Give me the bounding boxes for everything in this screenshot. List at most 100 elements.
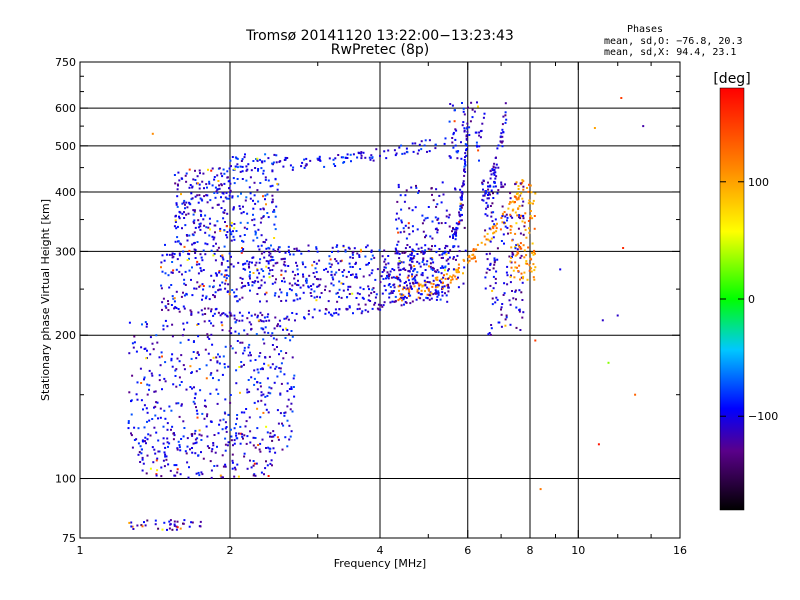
data-point bbox=[361, 310, 364, 313]
data-point bbox=[224, 282, 227, 285]
data-point bbox=[354, 276, 357, 279]
data-point bbox=[340, 282, 343, 285]
data-point bbox=[532, 263, 535, 266]
data-point bbox=[286, 315, 289, 318]
data-point bbox=[509, 192, 512, 195]
data-point bbox=[386, 271, 389, 274]
data-point bbox=[253, 377, 256, 380]
data-point bbox=[207, 168, 209, 171]
data-point bbox=[461, 192, 464, 195]
data-point bbox=[425, 234, 428, 237]
data-point bbox=[233, 427, 236, 430]
data-point bbox=[216, 361, 219, 364]
data-point bbox=[307, 244, 310, 247]
data-point bbox=[262, 208, 265, 211]
data-point bbox=[196, 437, 199, 440]
data-point bbox=[249, 197, 252, 200]
data-point bbox=[489, 263, 492, 266]
data-point bbox=[290, 430, 293, 433]
data-point bbox=[359, 286, 362, 289]
data-point bbox=[527, 190, 530, 193]
data-point bbox=[265, 460, 267, 463]
data-point bbox=[207, 307, 210, 310]
data-point bbox=[257, 371, 260, 374]
data-point bbox=[315, 246, 318, 249]
data-point bbox=[210, 421, 213, 423]
data-point bbox=[408, 263, 411, 266]
data-point bbox=[436, 286, 439, 288]
data-point bbox=[225, 430, 228, 433]
data-point bbox=[254, 230, 257, 233]
data-point bbox=[268, 276, 271, 279]
data-point bbox=[601, 319, 604, 322]
data-point bbox=[330, 270, 333, 273]
data-point bbox=[399, 268, 402, 271]
data-point bbox=[518, 264, 521, 267]
data-point bbox=[506, 219, 508, 222]
data-point bbox=[229, 401, 232, 404]
data-point bbox=[243, 234, 246, 236]
data-point bbox=[251, 219, 254, 222]
data-point bbox=[224, 443, 227, 446]
data-point bbox=[434, 276, 437, 279]
data-point bbox=[435, 251, 438, 254]
data-point bbox=[445, 259, 448, 262]
data-point bbox=[523, 225, 526, 228]
data-point bbox=[204, 348, 207, 351]
data-point bbox=[287, 249, 290, 252]
data-point bbox=[522, 185, 525, 188]
data-point bbox=[268, 272, 271, 275]
data-point bbox=[398, 278, 401, 281]
data-point bbox=[169, 523, 172, 526]
data-point bbox=[454, 128, 457, 131]
data-point bbox=[192, 442, 195, 445]
data-point bbox=[405, 147, 408, 150]
data-point bbox=[263, 241, 266, 244]
data-point bbox=[284, 411, 287, 414]
data-point bbox=[267, 262, 270, 265]
data-point bbox=[528, 231, 531, 234]
data-point bbox=[456, 151, 459, 154]
data-point bbox=[280, 273, 283, 276]
data-point bbox=[455, 278, 458, 281]
data-point bbox=[198, 429, 201, 432]
data-point bbox=[482, 194, 485, 197]
data-point bbox=[163, 377, 166, 380]
data-point bbox=[200, 451, 202, 454]
data-point bbox=[422, 299, 425, 302]
data-point bbox=[506, 274, 509, 277]
data-point bbox=[444, 244, 447, 247]
data-point bbox=[428, 293, 431, 296]
data-point bbox=[171, 335, 174, 338]
data-point bbox=[452, 245, 455, 248]
data-point bbox=[171, 295, 174, 298]
data-point bbox=[283, 317, 286, 320]
data-point bbox=[235, 288, 238, 291]
data-point bbox=[377, 308, 380, 311]
data-point bbox=[318, 309, 321, 312]
data-point bbox=[288, 388, 291, 390]
data-point bbox=[336, 244, 339, 247]
data-point bbox=[174, 369, 177, 372]
data-point bbox=[282, 257, 285, 260]
data-point bbox=[486, 204, 489, 207]
data-point bbox=[451, 278, 454, 281]
x-tick-label: 2 bbox=[227, 544, 234, 557]
data-point bbox=[252, 199, 254, 202]
data-point bbox=[491, 226, 494, 228]
data-point bbox=[350, 274, 352, 276]
chart-subtitle: RwPretec (8p) bbox=[331, 42, 429, 58]
data-point bbox=[230, 224, 233, 227]
data-point bbox=[282, 357, 285, 360]
data-point bbox=[216, 191, 219, 194]
data-point bbox=[274, 262, 277, 265]
data-point bbox=[197, 272, 200, 275]
data-point bbox=[622, 247, 625, 249]
data-point bbox=[330, 282, 333, 285]
data-point bbox=[426, 216, 429, 219]
data-point bbox=[516, 248, 519, 251]
data-point bbox=[389, 301, 392, 304]
data-point bbox=[314, 267, 317, 270]
data-point bbox=[265, 247, 268, 250]
data-point bbox=[130, 432, 132, 435]
